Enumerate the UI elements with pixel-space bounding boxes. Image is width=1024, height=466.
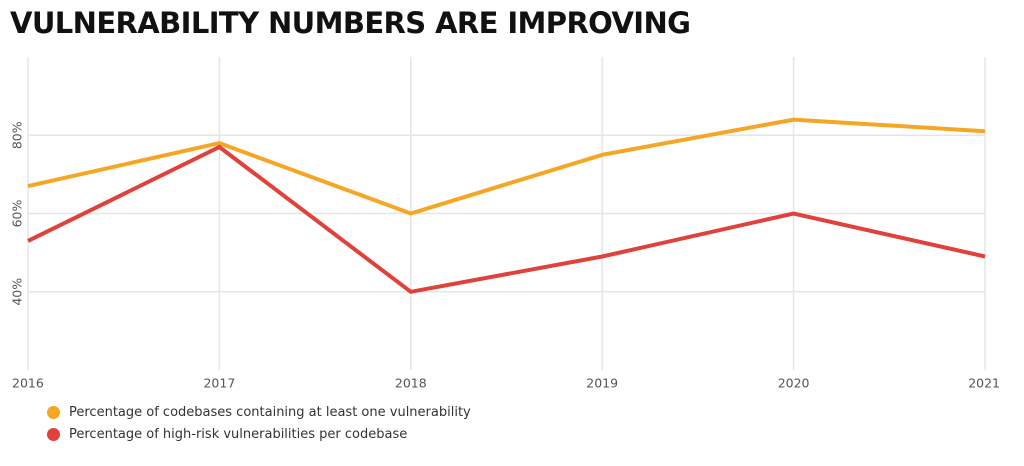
legend-item: Percentage of codebases containing at le… bbox=[47, 401, 471, 423]
x-tick-label: 2020 bbox=[778, 376, 810, 391]
y-tick-label: 60% bbox=[10, 199, 25, 227]
axis-layer: 2016 2017 2018 2019 2020 2021 40% 60% 80% bbox=[10, 121, 1001, 390]
legend-item: Percentage of high-risk vulnerabilities … bbox=[47, 423, 471, 445]
y-tick-label: 40% bbox=[10, 278, 25, 306]
x-tick-label: 2016 bbox=[12, 376, 44, 391]
series-line-1 bbox=[27, 117, 986, 216]
legend: Percentage of codebases containing at le… bbox=[47, 401, 471, 445]
chart-title: VULNERABILITY NUMBERS ARE IMPROVING bbox=[10, 6, 691, 40]
grid-layer bbox=[27, 57, 986, 370]
x-tick-label: 2017 bbox=[203, 376, 235, 391]
x-tick-label: 2019 bbox=[586, 376, 618, 391]
legend-label: Percentage of high-risk vulnerabilities … bbox=[69, 426, 408, 442]
x-tick-label: 2018 bbox=[395, 376, 427, 391]
x-tick-label: 2021 bbox=[968, 376, 1000, 391]
series-line-2 bbox=[27, 144, 986, 294]
y-tick-label: 80% bbox=[10, 121, 25, 149]
legend-label: Percentage of codebases containing at le… bbox=[69, 404, 471, 420]
legend-swatch-icon bbox=[47, 405, 60, 419]
legend-swatch-icon bbox=[47, 427, 60, 441]
series-layer bbox=[27, 117, 986, 294]
